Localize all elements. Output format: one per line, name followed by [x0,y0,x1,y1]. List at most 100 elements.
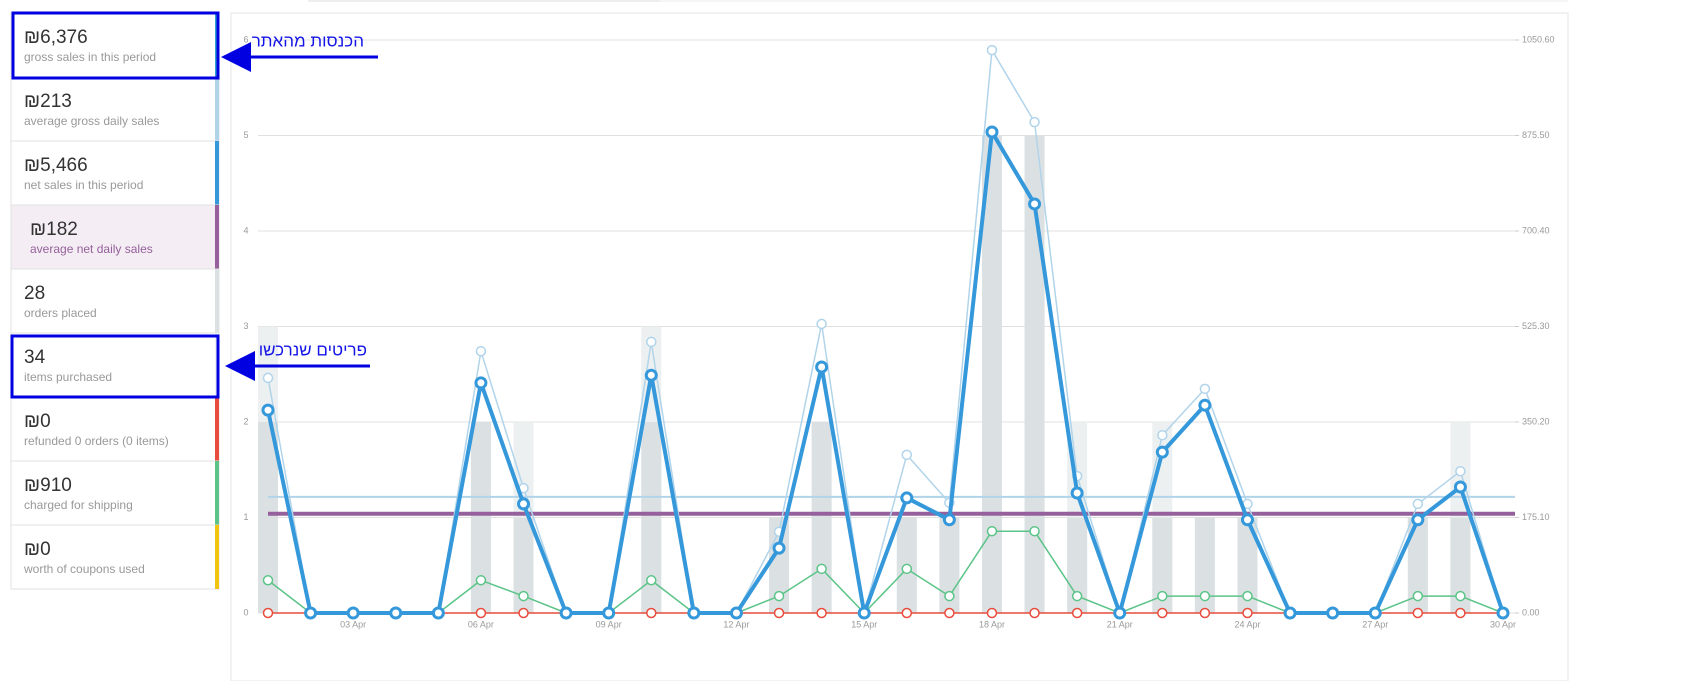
point [644,368,658,382]
legend-item [10,460,220,526]
x-tick-label: 09 Apr [596,619,622,629]
legend-label: average gross daily sales [24,114,159,128]
y2-tick-label: 350.20 [1522,416,1550,426]
legend-item [10,268,220,334]
highlight-box [10,334,220,399]
legend-label: items purchased [24,370,112,384]
point [900,491,914,505]
y2-tick-label: 1050.60 [1522,34,1555,44]
legend-label: net sales in this period [24,178,143,192]
point [262,575,274,586]
point [816,563,827,575]
legend-label: worth of coupons used [23,562,145,576]
bar [1194,517,1215,613]
point [816,607,827,619]
point [901,607,913,619]
point [901,563,913,575]
point [646,336,657,348]
point [559,606,573,620]
annotation-text: פריטים שנרכשו [259,340,367,359]
x-tick-label: 12 Apr [723,619,749,629]
point [1071,607,1083,619]
point [1199,383,1211,395]
point [518,607,529,619]
legend-value: ₪6,376 [24,27,88,48]
point [1411,513,1425,527]
x-tick-label: 03 Apr [340,619,366,629]
point [1199,607,1211,619]
legend-swatch [215,269,219,333]
legend-value: ₪0 [24,539,51,560]
series-line [266,129,1505,615]
point [1455,465,1466,477]
y2-tick-label: 0.00 [1522,607,1540,617]
bar [811,422,832,613]
point [1029,525,1040,537]
point [985,125,999,139]
point [475,345,487,357]
point [986,525,998,537]
point [857,606,871,620]
point [431,606,445,620]
y-tick-label: 3 [243,321,248,331]
y-tick-label: 4 [243,225,248,235]
point [773,607,785,619]
point [1157,607,1168,619]
legend-label: charged for shipping [24,498,133,512]
bar [1407,517,1428,613]
legend-swatch [215,461,219,525]
point [1157,429,1168,441]
point [262,372,274,384]
legend-value: ₪0 [24,411,51,432]
x-tick-label: 15 Apr [851,619,877,629]
bar [513,517,534,613]
point [986,44,998,56]
legend-value: ₪5,466 [24,155,88,176]
point [729,606,743,620]
legend-value: 34 [24,347,46,368]
legend-value: ₪213 [24,91,72,112]
legend-value: ₪910 [24,475,72,496]
sidebar: ₪6,376 gross sales in this period ₪213 aver… [10,11,220,590]
bar [1152,517,1173,613]
point [304,606,318,620]
point [517,497,531,511]
legend-swatch [215,205,219,269]
point [518,590,529,602]
point [475,607,487,619]
y-tick-label: 6 [243,34,248,44]
point [816,318,827,330]
y-tick-label: 5 [243,130,248,140]
point [772,541,786,555]
point [1198,398,1212,412]
point [1028,197,1042,211]
legend-swatch [215,525,219,589]
point [1412,607,1424,619]
point [1240,513,1254,527]
point [773,590,785,602]
point [1157,590,1168,602]
x-tick-label: 21 Apr [1107,619,1133,629]
point [346,606,360,620]
legend-value: 28 [24,283,45,304]
bar [981,135,1002,613]
legend-label: gross sales in this period [24,50,156,64]
x-tick-label: 06 Apr [468,619,494,629]
legend-value: ₪182 [30,219,78,240]
point [1496,606,1510,620]
point [986,607,998,619]
legend-item [10,140,220,206]
point [1199,590,1211,602]
annotations: הכנסות מהאתר פריטים שנרכשו [221,31,378,381]
point [1242,607,1253,619]
point [602,606,616,620]
point [1412,590,1424,602]
point [1455,590,1466,602]
legend-label: average net daily sales [30,242,153,256]
point [1242,590,1253,602]
point [1453,480,1467,494]
y-tick-label: 1 [243,512,248,522]
y-tick-label: 0 [243,607,248,617]
legend-item [10,76,220,142]
point [901,449,913,461]
